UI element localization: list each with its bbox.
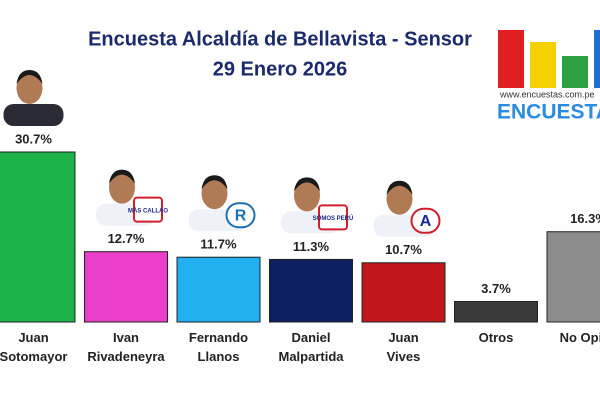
- photo-head: [16, 72, 43, 104]
- category-label: Otros: [478, 330, 514, 345]
- value-label: 3.7%: [481, 281, 511, 296]
- category-label: Ivan Rivadeneyra: [87, 330, 165, 364]
- logo-bar: [562, 56, 588, 88]
- party-logo-bg: [410, 207, 441, 234]
- party-logo: MÁS CALLAO: [128, 207, 168, 214]
- photo-head: [386, 182, 413, 215]
- party-logo-bg: [225, 202, 256, 229]
- bar: [454, 301, 538, 323]
- photo-body: [3, 104, 64, 126]
- party-logo: R: [235, 207, 247, 224]
- photo-hair: [109, 169, 135, 184]
- photo-hair: [294, 177, 320, 192]
- photo-hair: [16, 70, 43, 84]
- bar: [176, 256, 261, 323]
- category-label: Fernando Llanos: [188, 330, 249, 364]
- value-label: 11.7%: [200, 237, 237, 252]
- chart-title: Encuesta Alcaldía de Bellavista - Sensor: [88, 28, 472, 50]
- bar: [546, 231, 600, 323]
- logo-brand: ENCUESTAS: [497, 101, 600, 124]
- value-label: 30.7%: [15, 131, 52, 146]
- category-label: No Opina: [559, 330, 600, 345]
- photo-head: [201, 177, 228, 210]
- logo-url: www.encuestas.com.pe: [499, 89, 595, 99]
- value-label: 10.7%: [385, 242, 422, 257]
- value-label: 11.3%: [293, 239, 330, 254]
- party-logo: SOMOS PERÚ: [313, 215, 354, 222]
- value-label: 12.7%: [108, 231, 145, 246]
- party-logo-bg: [133, 196, 163, 223]
- photo-hair: [386, 180, 413, 195]
- bar: [0, 151, 76, 323]
- party-logo-bg: [318, 204, 348, 231]
- logo: www.encuestas.com.pe ENCUESTAS: [497, 30, 600, 124]
- value-label: 16.3%: [570, 211, 600, 226]
- party-logo: A: [420, 213, 432, 230]
- bar: [269, 258, 353, 323]
- logo-bar: [498, 30, 524, 88]
- logo-bar: [594, 30, 600, 88]
- photo-hair: [201, 175, 228, 190]
- category-label: Daniel Malpartida: [278, 330, 344, 364]
- photo-head: [294, 179, 320, 212]
- logo-bar: [530, 42, 556, 88]
- bar: [84, 251, 168, 323]
- bar: [361, 262, 446, 323]
- photo-head: [109, 171, 135, 204]
- category-label: Juan Vives: [386, 330, 421, 364]
- category-label: Juan Sotomayor: [0, 330, 68, 364]
- chart-subtitle: 29 Enero 2026: [213, 58, 348, 80]
